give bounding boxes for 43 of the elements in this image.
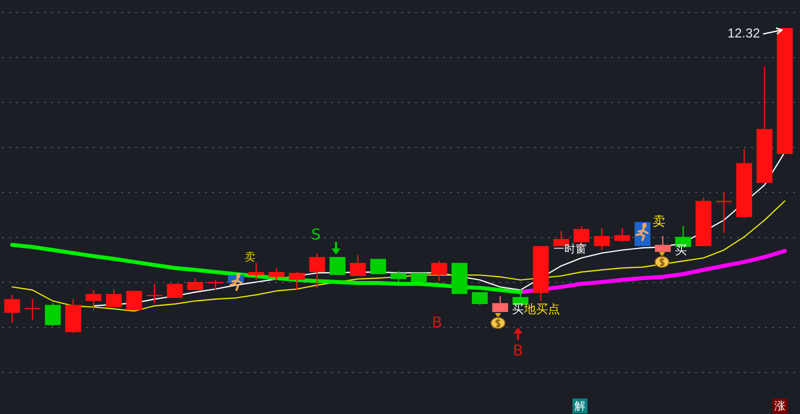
candlestick xyxy=(126,290,142,310)
candlestick xyxy=(208,280,224,290)
candlestick xyxy=(696,198,712,246)
candlestick xyxy=(106,289,122,308)
annotation: 12.32 xyxy=(727,26,760,40)
candlestick xyxy=(654,236,671,252)
candlestick xyxy=(532,246,549,301)
text: B xyxy=(512,342,524,360)
candlestick xyxy=(472,292,488,305)
candlestick xyxy=(431,261,448,282)
candlestick xyxy=(330,257,346,276)
candlestick xyxy=(736,149,752,218)
candlestick xyxy=(288,272,305,290)
candlestick xyxy=(309,253,326,288)
annotation: B xyxy=(432,314,442,332)
candlestick xyxy=(492,296,508,312)
annotation: 买 xyxy=(512,302,524,316)
candlestick xyxy=(44,303,61,326)
annotation: S xyxy=(311,226,321,244)
candlestick xyxy=(614,228,630,242)
candlestick xyxy=(390,271,406,283)
text: 涨 xyxy=(772,398,788,414)
candlestick xyxy=(166,284,183,298)
candlestick xyxy=(268,268,284,280)
annotation: 卖 xyxy=(244,250,256,264)
candlestick xyxy=(452,262,468,294)
annotation: 卖 xyxy=(652,214,666,230)
candlestick xyxy=(86,290,102,310)
candlestick xyxy=(370,258,386,274)
candlestick xyxy=(594,228,610,250)
candlestick xyxy=(248,262,264,280)
annotation: 买 xyxy=(675,243,687,257)
candlestick xyxy=(350,254,366,276)
annotation: 一时窗 xyxy=(554,242,586,256)
candlestick xyxy=(410,272,427,282)
text: 解 xyxy=(572,398,588,414)
candlestick xyxy=(756,67,772,183)
candlestick xyxy=(776,28,793,154)
candlestick xyxy=(4,294,20,323)
annotation: 地买点 xyxy=(524,302,560,316)
candlestick xyxy=(65,299,82,333)
candlestick xyxy=(187,278,204,290)
candlestick xyxy=(716,192,732,233)
